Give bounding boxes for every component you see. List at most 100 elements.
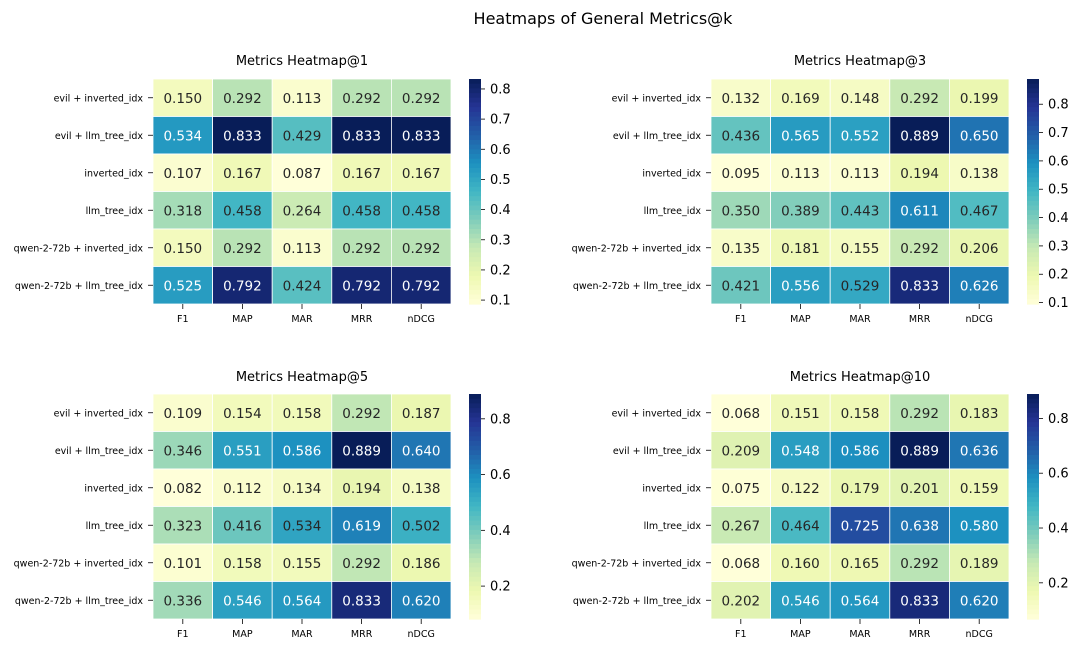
row-label: qwen-2-72b + llm_tree_idx [573, 596, 701, 607]
colorbar-segment [1027, 478, 1039, 484]
colorbar-segment [1027, 600, 1039, 606]
heatmap-cell [889, 468, 950, 507]
colorbar-segment [1027, 511, 1039, 517]
colorbar-segment [469, 450, 481, 456]
colorbar-segment [1027, 214, 1039, 221]
colorbar-segment [469, 196, 481, 202]
heatmap-cell [829, 191, 891, 230]
colorbar-segment [469, 289, 481, 296]
colorbar-segment [1027, 576, 1039, 583]
heatmap-cell [949, 266, 1010, 305]
colorbar-segment [469, 261, 481, 268]
colorbar-segment [469, 102, 481, 108]
colorbar-segment [1027, 492, 1039, 498]
heatmap-cell [770, 153, 831, 192]
colorbar-segment [1027, 257, 1039, 263]
colorbar-segment [469, 506, 481, 512]
colorbar-segment [1027, 548, 1039, 554]
colorbar-segment [1027, 394, 1039, 400]
cell-value-label: 0.580 [960, 518, 999, 534]
colorbar-segment [1027, 562, 1039, 569]
colorbar-segment [1027, 177, 1039, 183]
colorbar-segment [469, 473, 481, 479]
column-label: F1 [177, 629, 189, 640]
colorbar-segment [1027, 111, 1039, 118]
cell-value-label: 0.525 [163, 278, 202, 294]
colorbar-segment [1027, 501, 1039, 508]
colorbar-segment [1027, 426, 1039, 433]
cell-value-label: 0.443 [841, 203, 880, 219]
cell-value-label: 0.113 [283, 241, 322, 257]
cell-value-label: 0.113 [283, 91, 322, 107]
colorbar-segment [1027, 586, 1039, 592]
colorbar-segment [1027, 247, 1039, 254]
colorbar-segment [469, 548, 481, 554]
cell-value-label: 0.082 [163, 481, 202, 497]
cell-value-label: 0.206 [960, 241, 999, 257]
heatmap-cell [331, 191, 392, 230]
colorbar-segment [469, 544, 481, 550]
colorbar-segment [469, 285, 481, 291]
heatmap-cell [212, 228, 273, 267]
colorbar-segment [469, 257, 481, 263]
colorbar-segment [469, 144, 481, 150]
colorbar-segment [1027, 403, 1039, 409]
colorbar-segment [1027, 93, 1039, 99]
heatmap-cell [212, 393, 273, 432]
cell-value-label: 0.169 [781, 91, 820, 107]
colorbar-segment [1027, 520, 1039, 526]
cell-value-label: 0.194 [900, 166, 939, 182]
heatmap-cell [271, 581, 333, 620]
column-label: MRR [351, 629, 373, 640]
colorbar-segment [1027, 271, 1039, 277]
colorbar-segment [469, 515, 481, 522]
row-label: qwen-2-72b + inverted_idx [572, 243, 702, 254]
cell-value-label: 0.548 [781, 443, 820, 459]
colorbar-segment [469, 525, 481, 531]
colorbar-segment [469, 492, 481, 498]
colorbar-segment [469, 177, 481, 183]
colorbar-segment [1027, 417, 1039, 423]
cell-value-label: 0.833 [900, 593, 939, 609]
heatmap-cell [152, 506, 213, 545]
colorbar-segment [469, 445, 481, 451]
row-label: evil + llm_tree_idx [55, 446, 144, 457]
heatmap-cell [152, 393, 213, 432]
heatmap-cell [710, 228, 771, 267]
colorbar-segment [1027, 515, 1039, 522]
cell-value-label: 0.165 [841, 556, 880, 572]
cell-value-label: 0.464 [781, 518, 820, 534]
colorbar-segment [1027, 172, 1039, 179]
cell-value-label: 0.109 [163, 406, 202, 422]
heatmap-cell [271, 78, 333, 117]
heatmap-cell [271, 116, 333, 155]
colorbar-segment [1027, 219, 1039, 225]
colorbar-segment [1027, 614, 1039, 620]
colorbar-segment [1027, 572, 1039, 578]
colorbar-segment [1027, 200, 1039, 207]
column-label: MAP [790, 314, 811, 325]
colorbar-segment [1027, 130, 1039, 136]
heatmap-cell [212, 266, 273, 305]
heatmap-cell [390, 543, 452, 582]
colorbar-segment [1027, 581, 1039, 587]
colorbar-segment [469, 224, 481, 230]
colorbar-segment [1027, 186, 1039, 193]
colorbar-segment [1027, 529, 1039, 536]
colorbar-segment [469, 294, 481, 300]
cell-value-label: 0.159 [960, 481, 999, 497]
colorbar-segment [1027, 558, 1039, 564]
heatmap-cell [829, 116, 891, 155]
row-label: inverted_idx [84, 168, 143, 179]
colorbar-segment [469, 210, 481, 216]
colorbar-segment [1027, 144, 1039, 150]
colorbar-segment [469, 417, 481, 423]
heatmap-cell [212, 78, 273, 117]
heatmap-cell [710, 431, 771, 470]
colorbar-segment [1027, 567, 1039, 573]
cell-value-label: 0.113 [781, 166, 820, 182]
colorbar-segment [1027, 454, 1039, 461]
colorbar-tick-label: 0.7 [1048, 126, 1069, 141]
row-label: llm_tree_idx [644, 206, 702, 217]
colorbar-segment [469, 299, 481, 305]
